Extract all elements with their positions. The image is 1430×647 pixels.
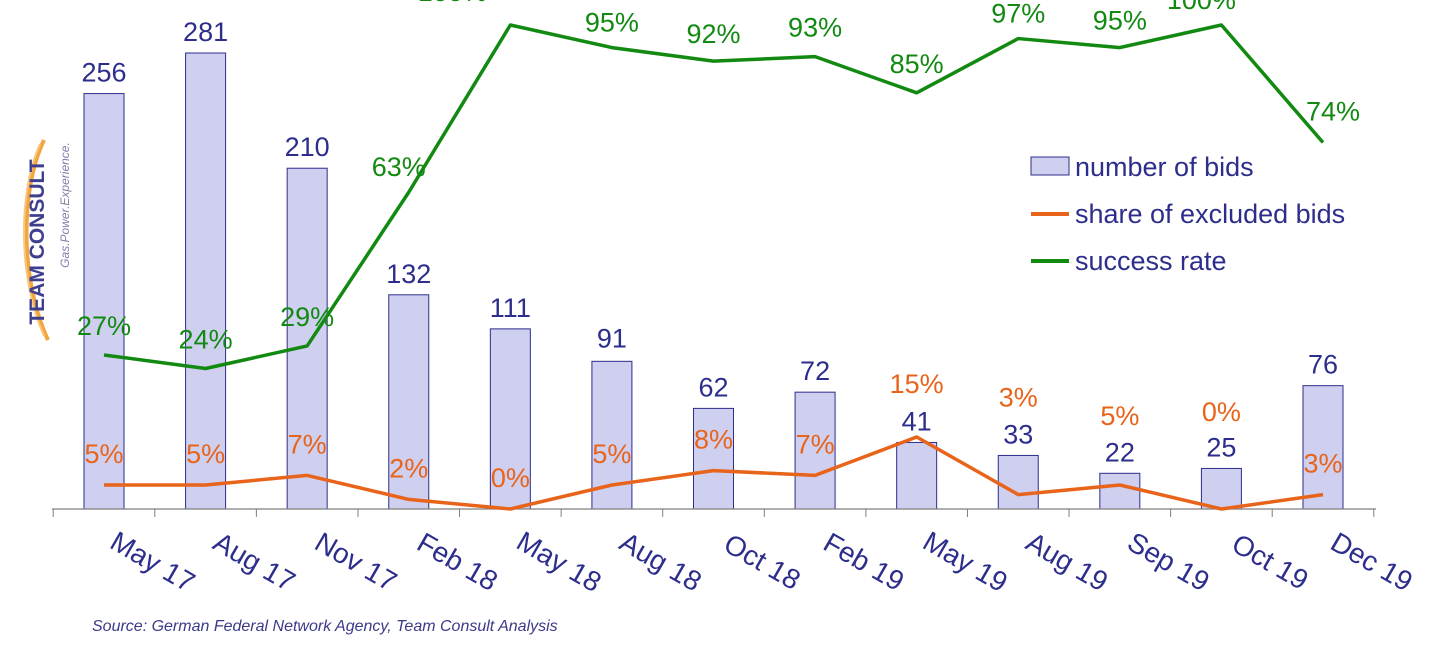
x-tick-label: Aug 17 [208,526,300,597]
x-tick-label: Oct 19 [1227,528,1314,596]
bar-value-label: 62 [698,372,728,402]
success-value-label: 74% [1306,97,1360,127]
success-line [103,23,1325,371]
excluded-value-label: 5% [186,439,225,469]
source-note: Source: German Federal Network Agency, T… [92,618,558,635]
success-value-label: 63% [372,152,426,182]
x-tick-label: Nov 17 [310,526,402,597]
bar-value-label: 72 [800,356,830,386]
bar-value-label: 22 [1105,437,1135,467]
x-tick-label: Sep 19 [1122,526,1214,597]
bar-value-label: 281 [183,17,228,47]
excluded-value-label: 7% [288,429,327,459]
bar-10 [1099,472,1141,510]
legend-label: number of bids [1075,152,1254,182]
bar-3 [388,294,430,510]
success-value-label: 24% [179,325,233,355]
bar-value-label: 132 [386,259,431,289]
success-value-label: 95% [1093,6,1147,36]
logo-name: TEAM CONSULT [26,159,49,325]
success-value-label: 29% [280,302,334,332]
labels-layer: 256 281 210 132 111 91 62 72 41 33 22 25 76 5% 5% 7% 2% 0… [77,0,1360,493]
x-tick-label: May 18 [512,525,607,598]
success-value-label: 93% [788,13,842,43]
success-value-label: 97% [991,0,1045,29]
x-tick-label: May 17 [105,525,200,598]
bar-7 [794,391,836,510]
bar-value-label: 111 [490,293,531,323]
excluded-value-label: 0% [1202,397,1241,427]
success-value-label: 92% [686,19,740,49]
logo-swoosh-icon [22,139,50,341]
excluded-value-label: 3% [1303,449,1342,479]
legend-label: share of excluded bids [1075,199,1345,229]
x-tick-label: Oct 18 [719,528,806,596]
excluded-value-label: 5% [84,439,123,469]
x-tick-label: Aug 18 [614,526,706,597]
success-value-label: 100% [1167,0,1236,15]
success-value-label: 100% [418,0,487,7]
bar-9 [997,454,1039,510]
bar-11 [1200,467,1242,510]
bar-value-label: 33 [1003,419,1033,449]
lines-layer [103,23,1325,511]
excluded-value-label: 0% [491,463,530,493]
excluded-value-label: 5% [1100,401,1139,431]
excluded-value-label: 3% [999,383,1038,413]
excluded-value-label: 15% [890,369,944,399]
excluded-value-label: 8% [694,425,733,455]
x-axis: May 17 Aug 17 Nov 17 Feb 18 May 18 Aug 18 Oct … [52,508,1418,598]
excluded-value-label: 5% [592,439,631,469]
excluded-value-label: 2% [389,453,428,483]
bar-value-label: 41 [902,406,932,436]
success-value-label: 27% [77,311,131,341]
bar-8 [896,441,938,510]
bar-value-label: 256 [81,58,126,88]
success-value-label: 95% [585,8,639,38]
legend-swatch-bar [1030,156,1070,176]
legend-label: success rate [1075,246,1227,276]
x-tick-label: May 19 [918,525,1013,598]
team-consult-logo: TEAM CONSULT Gas.Power.Experience. [0,130,90,350]
excluded-value-label: 7% [796,429,835,459]
x-tick-label: Dec 19 [1326,526,1418,597]
bar-0 [83,93,125,510]
bar-12 [1302,385,1344,510]
bar-value-label: 25 [1206,432,1236,462]
bar-value-label: 210 [285,132,330,162]
excluded-line [104,435,1324,511]
bar-6 [693,407,734,510]
x-tick-label: Feb 18 [412,527,503,597]
x-tick-label: Feb 19 [818,527,909,597]
success-value-label: 85% [890,49,944,79]
bar-1 [185,52,227,510]
bar-value-label: 76 [1308,350,1338,380]
x-tick-label: Aug 19 [1021,526,1113,597]
logo-tagline: Gas.Power.Experience. [58,142,72,268]
bar-2 [286,167,328,510]
legend: number of bids share of excluded bids succ… [1030,152,1345,276]
bar-value-label: 91 [597,323,627,353]
